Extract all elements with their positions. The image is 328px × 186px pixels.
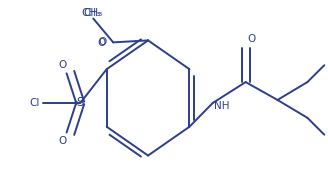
Text: CH₃: CH₃ bbox=[84, 8, 103, 17]
Text: Cl: Cl bbox=[29, 98, 40, 108]
Text: O: O bbox=[248, 34, 256, 44]
Text: O: O bbox=[58, 136, 66, 146]
Text: NH: NH bbox=[214, 101, 229, 111]
Text: O: O bbox=[97, 38, 105, 48]
Text: S: S bbox=[77, 96, 84, 109]
Text: O: O bbox=[58, 60, 66, 70]
Text: CH₃: CH₃ bbox=[82, 8, 101, 17]
Text: O: O bbox=[98, 37, 106, 47]
